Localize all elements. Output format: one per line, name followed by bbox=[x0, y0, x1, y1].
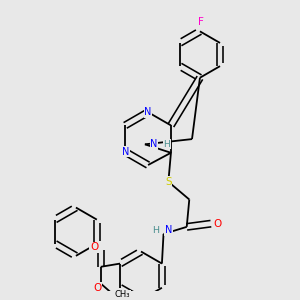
Text: O: O bbox=[93, 283, 102, 293]
Text: N: N bbox=[165, 225, 172, 235]
Text: S: S bbox=[165, 177, 172, 187]
Text: O: O bbox=[90, 242, 98, 253]
Text: N: N bbox=[122, 147, 129, 157]
Text: F: F bbox=[198, 17, 203, 27]
Text: O: O bbox=[214, 219, 222, 229]
Text: N: N bbox=[150, 139, 158, 149]
Text: H: H bbox=[152, 226, 159, 235]
Text: CH₃: CH₃ bbox=[115, 290, 130, 299]
Text: H: H bbox=[164, 140, 170, 149]
Text: N: N bbox=[144, 107, 152, 117]
